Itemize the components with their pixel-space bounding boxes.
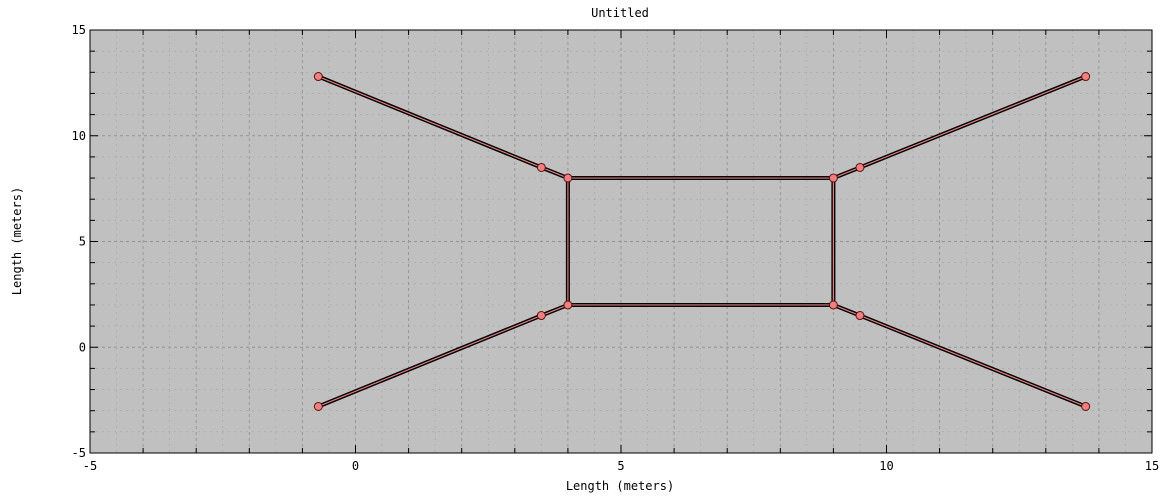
data-point (1081, 401, 1091, 411)
data-point (855, 311, 865, 321)
series-markers (313, 72, 1091, 411)
y-tick-labels: -5 0 5 10 15 (72, 23, 86, 460)
x-tick-label: 0 (352, 459, 359, 473)
chart-title: Untitled (591, 6, 649, 20)
data-point (563, 173, 573, 183)
y-axis-label: Length (meters) (10, 187, 24, 295)
data-point (1081, 72, 1091, 82)
segment-line (832, 304, 861, 317)
segment-line (317, 75, 542, 169)
segment-line (859, 75, 1087, 169)
segment-line (540, 166, 569, 179)
data-point (828, 300, 838, 310)
segment-line (832, 166, 861, 179)
data-point (313, 401, 323, 411)
data-point (313, 72, 323, 82)
y-tick-label: 5 (79, 235, 86, 249)
series-lines (316, 74, 1088, 409)
y-tick-label: 10 (72, 129, 86, 143)
segment-line (859, 314, 1087, 408)
data-point (563, 300, 573, 310)
y-tick-label: 15 (72, 23, 86, 37)
x-tick-labels: -5 0 5 10 15 (83, 459, 1159, 473)
x-tick-label: 15 (1145, 459, 1159, 473)
segment-line (317, 314, 542, 408)
x-axis-label: Length (meters) (566, 479, 674, 493)
data-point (536, 311, 546, 321)
y-tick-label: 0 (79, 340, 86, 354)
x-tick-label: 5 (617, 459, 624, 473)
data-point (828, 173, 838, 183)
plot-frame (89, 29, 1153, 454)
y-tick-label: -5 (72, 446, 86, 460)
x-tick-label: -5 (83, 459, 97, 473)
segment-line (540, 304, 569, 317)
data-point (855, 162, 865, 172)
x-tick-label: 10 (879, 459, 893, 473)
data-point (536, 162, 546, 172)
